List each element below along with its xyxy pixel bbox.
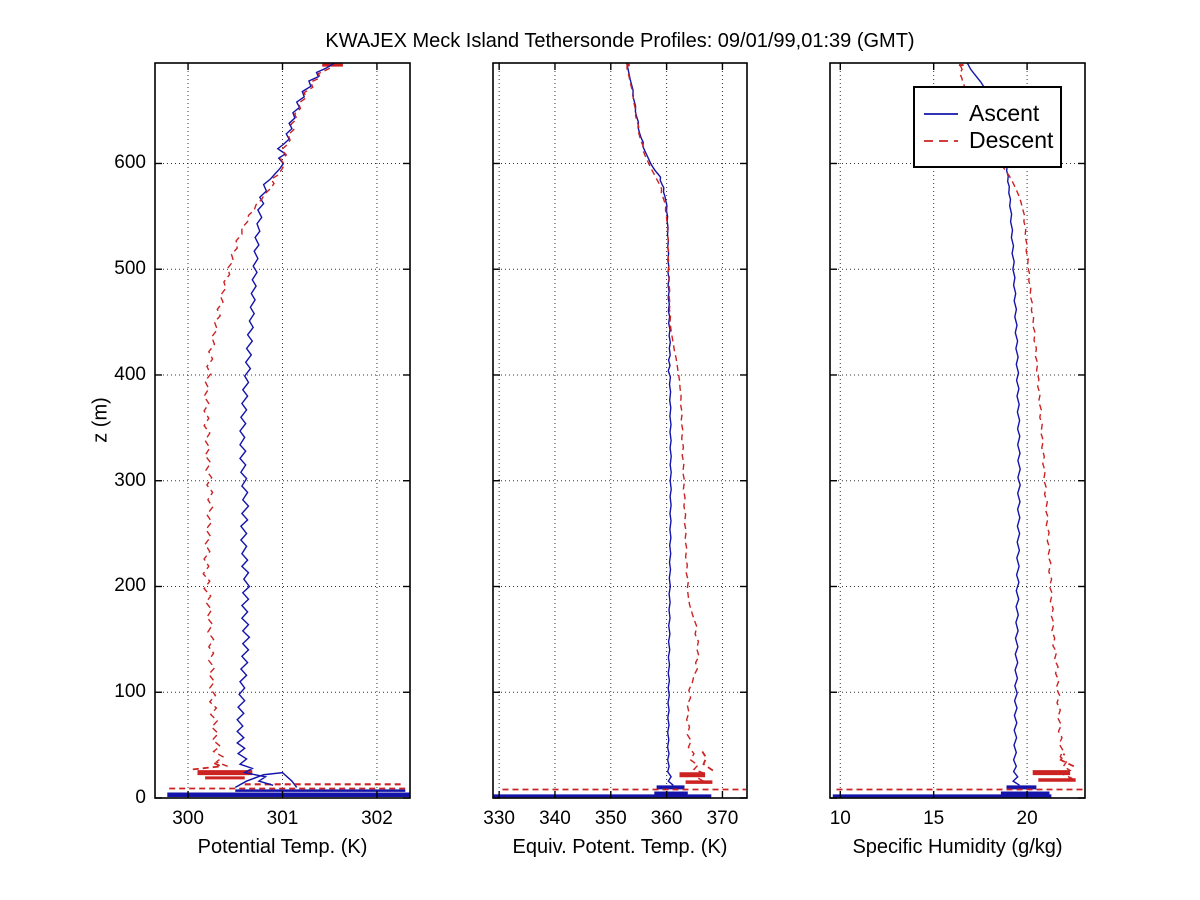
panel-2-axis-box: [829, 62, 1086, 799]
legend-label-ascent: Ascent: [969, 100, 1040, 126]
panel-2-ascent-line: [966, 63, 1021, 786]
panel-1: [492, 62, 748, 799]
panel-1-ascent-line: [626, 63, 674, 786]
panel-2-surface-segment-6: [1059, 753, 1075, 768]
panel-1-axis-box: [492, 62, 748, 799]
panel-0-surface-segment-7: [192, 761, 225, 771]
panel-0-ascent-line: [236, 63, 335, 786]
descent-line-sample-icon: [924, 139, 958, 142]
ascent-line-sample-icon: [924, 112, 958, 115]
panel-0-descent-line: [202, 64, 336, 767]
panel-0: [154, 62, 411, 799]
figure-title: KWAJEX Meck Island Tethersonde Profiles:…: [325, 30, 915, 52]
legend-label-descent: Descent: [969, 127, 1054, 153]
panel-1-descent-line: [626, 63, 708, 782]
panel-2-descent-line: [959, 63, 1074, 782]
y-axis-label: z (m): [89, 397, 112, 443]
panel-0-surface-segment-2: [234, 771, 298, 789]
legend-item-ascent: Ascent: [922, 102, 1060, 125]
legend: Ascent Descent: [913, 86, 1062, 168]
panel-1-surface-segment-6: [701, 751, 714, 772]
panel-2: [829, 62, 1086, 799]
legend-item-descent: Descent: [922, 129, 1060, 152]
